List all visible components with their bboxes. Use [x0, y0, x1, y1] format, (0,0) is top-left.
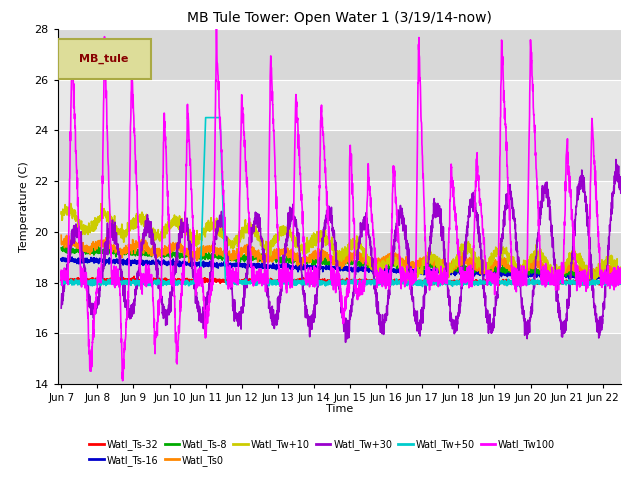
Bar: [58, 29, 621, 80]
Bar: [58, 130, 621, 181]
Bar: [58, 333, 621, 384]
Bar: [58, 283, 621, 333]
Bar: [58, 232, 621, 283]
Legend: Watl_Ts-32, Watl_Ts-16, Watl_Ts-8, Watl_Ts0, Watl_Tw+10, Watl_Tw+30, Watl_Tw+50,: Watl_Ts-32, Watl_Ts-16, Watl_Ts-8, Watl_…: [86, 435, 559, 469]
X-axis label: Time: Time: [326, 405, 353, 414]
Bar: [58, 181, 621, 232]
Bar: [58, 80, 621, 130]
Title: MB Tule Tower: Open Water 1 (3/19/14-now): MB Tule Tower: Open Water 1 (3/19/14-now…: [187, 11, 492, 25]
FancyBboxPatch shape: [58, 39, 150, 79]
Text: MB_tule: MB_tule: [79, 53, 129, 64]
Y-axis label: Temperature (C): Temperature (C): [19, 161, 29, 252]
